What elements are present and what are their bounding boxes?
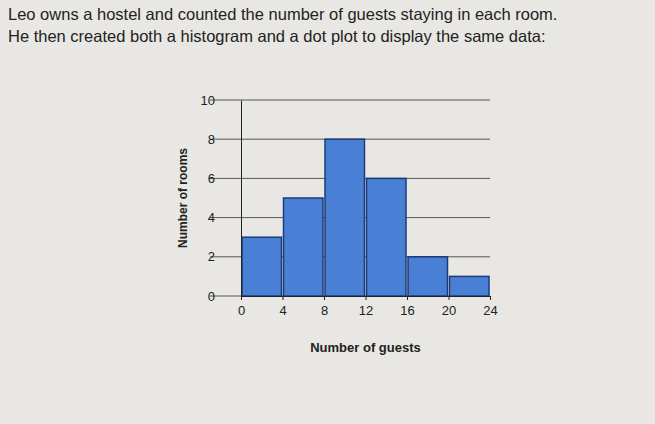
tick-label: 2 [208,249,215,264]
tick-label: 16 [400,303,414,318]
tick-label: 0 [208,289,215,304]
intro-text: Leo owns a hostel and counted the number… [8,5,557,23]
tick: 8 [321,296,328,318]
tick-mark [407,296,408,300]
tick: 24 [483,296,497,318]
axis-line [242,297,491,301]
tick-label: 8 [208,132,215,147]
tick-label: 4 [208,210,215,225]
tick-label: 8 [321,303,328,318]
tick: 8 [208,132,241,147]
tick: 0 [238,296,245,318]
tick-mark [324,296,325,300]
tick-label: 20 [442,303,456,318]
tick-label: 24 [483,303,497,318]
page: Leo owns a hostel and counted the number… [0,0,655,424]
bar [450,276,490,296]
tick-label: 6 [208,171,215,186]
tick: 16 [400,296,414,318]
tick-label: 12 [359,303,373,318]
tick: 12 [359,296,373,318]
grid-line [210,100,490,101]
tick-mark [490,296,491,300]
grid [210,100,490,296]
tick: 2 [208,249,241,264]
tick-label: 4 [279,303,286,318]
tick: 0 [208,289,241,304]
tick-mark [241,296,242,300]
bar [408,257,448,296]
tick-mark [366,296,367,300]
x-axis-title: Number of guests [310,340,421,355]
tick: 10 [201,93,241,108]
bar [325,139,365,296]
tick: 4 [279,296,286,318]
tick-label: 10 [201,93,215,108]
tick: 20 [442,296,456,318]
y-axis: 0 2 4 6 8 10 [201,93,242,304]
tick-mark [283,296,284,300]
tick: 4 [208,210,241,225]
axis-line [241,101,242,297]
bar [242,237,282,296]
x-axis: 0 4 8 12 16 20 24 [238,296,498,318]
bars [242,139,489,296]
bar [284,198,324,296]
tick-mark [449,296,450,300]
tick-label: 0 [238,303,245,318]
tick: 6 [208,171,241,186]
bar [367,178,407,296]
y-axis-title: Number of rooms [176,148,190,248]
intro-text: He then created both a histogram and a d… [8,27,546,45]
